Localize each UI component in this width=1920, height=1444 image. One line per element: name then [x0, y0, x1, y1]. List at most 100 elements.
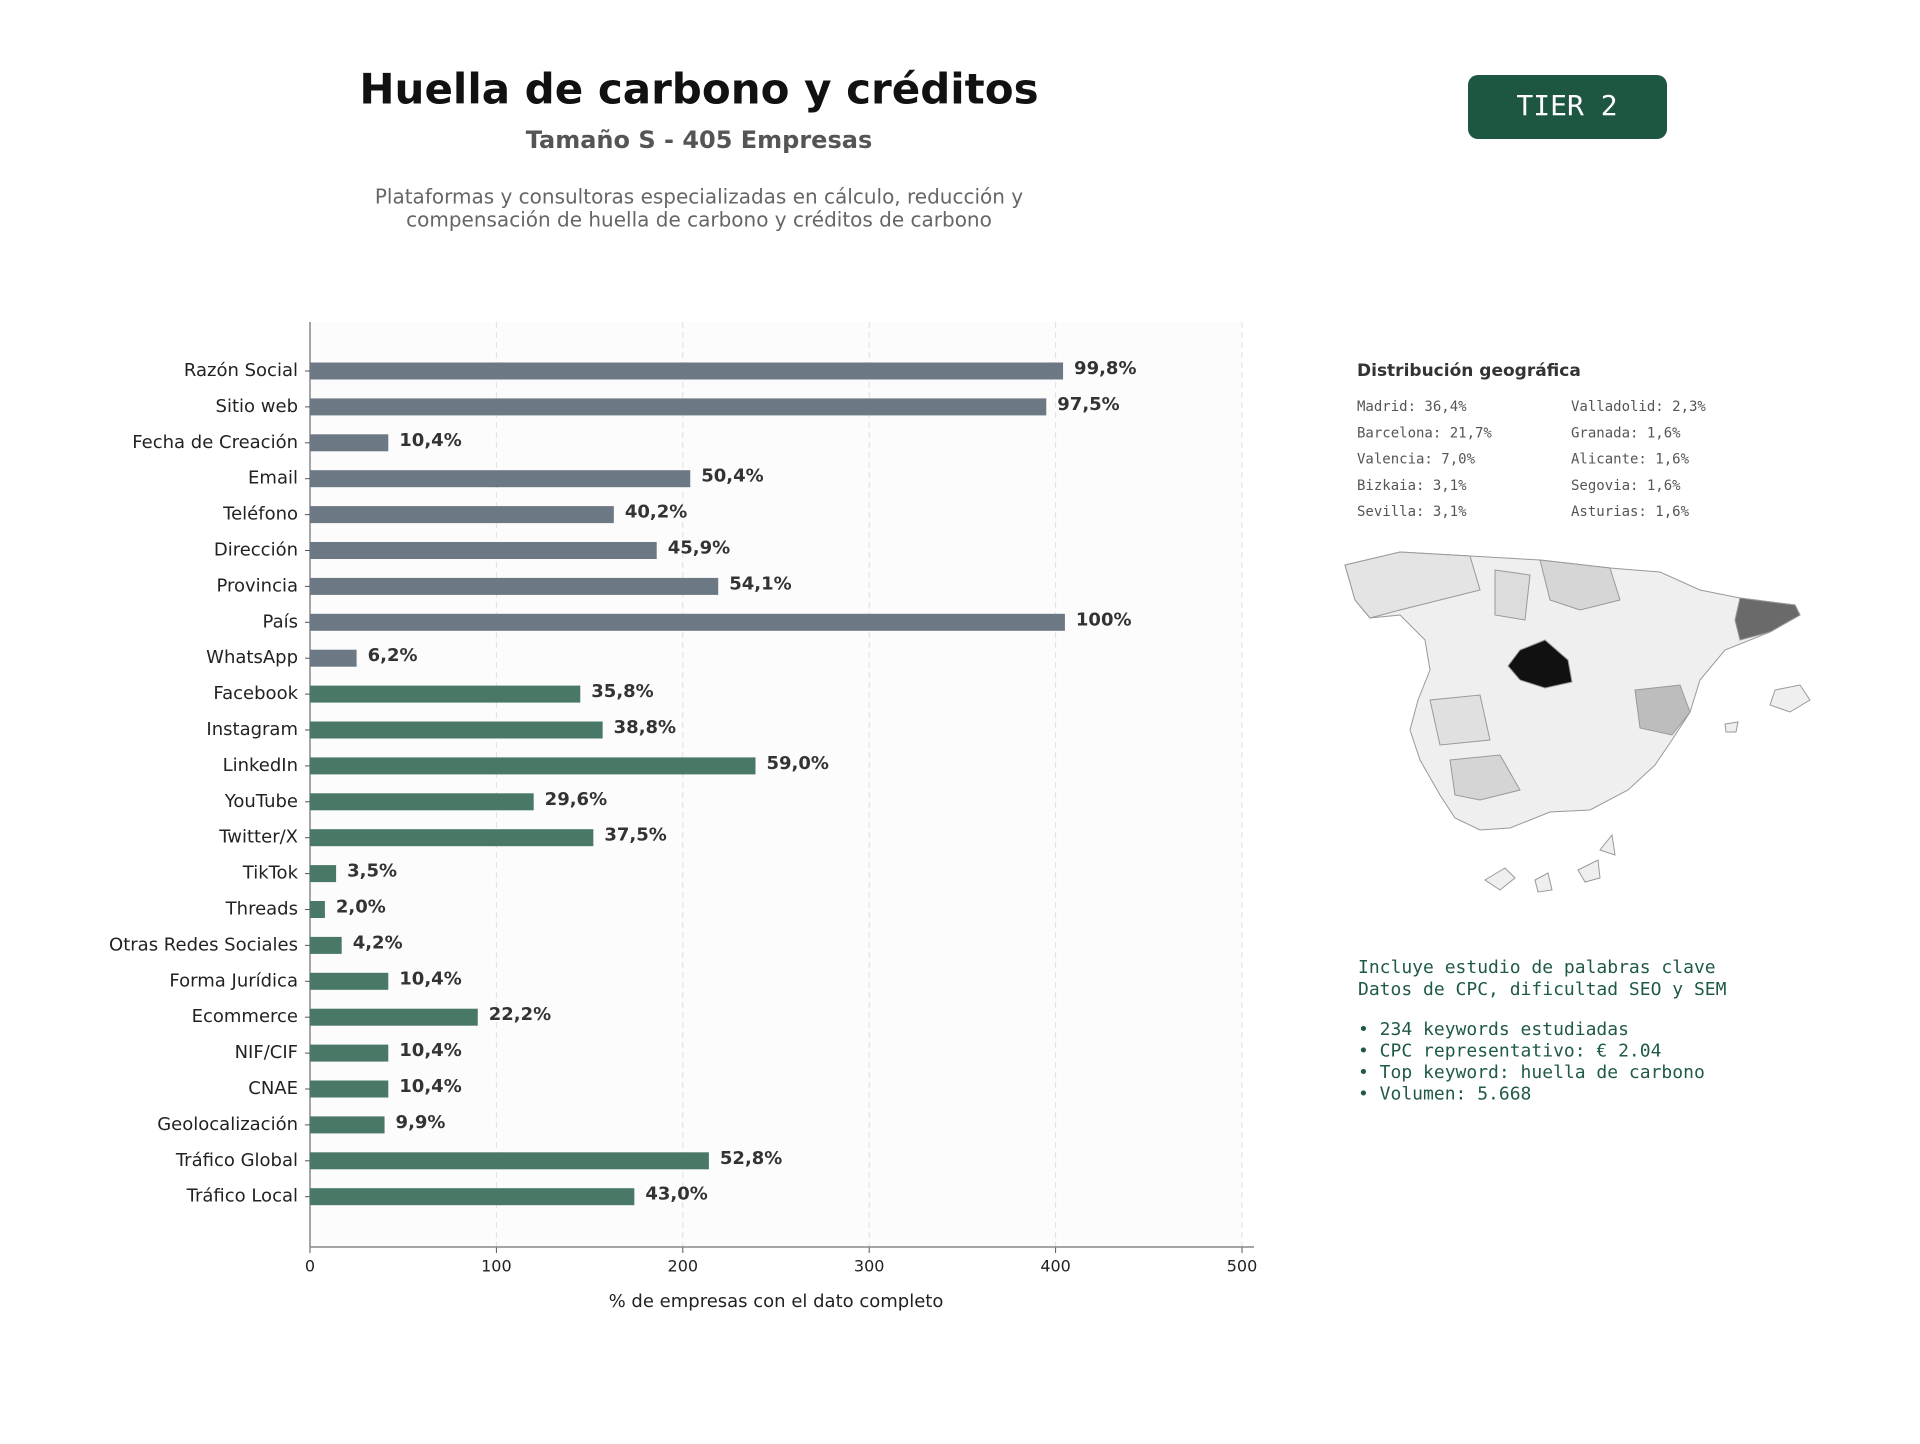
y-tick-label: Instagram [206, 719, 298, 740]
geo-item: Asturias: 1,6% [1571, 504, 1690, 520]
value-label: 10,4% [399, 1076, 461, 1097]
value-label: 9,9% [396, 1112, 446, 1133]
map-madrid [1507, 639, 1573, 689]
value-label: 54,1% [729, 573, 791, 594]
keyword-bullet: • Top keyword: huella de carbono [1358, 1062, 1705, 1083]
value-label: 59,0% [766, 753, 828, 774]
keyword-bullet: • CPC representativo: € 2.04 [1358, 1041, 1661, 1062]
geo-item: Sevilla: 3,1% [1357, 504, 1467, 520]
geo-item: Valencia: 7,0% [1357, 452, 1476, 468]
chart-title: Huella de carbono y créditos [359, 65, 1038, 114]
map-region [1449, 754, 1521, 801]
y-tick-label: Facebook [213, 683, 298, 704]
bar [310, 613, 1065, 631]
y-tick-label: TikTok [242, 863, 299, 884]
value-label: 52,8% [720, 1148, 782, 1169]
x-tick-label: 400 [1040, 1257, 1071, 1276]
value-label: 100% [1076, 609, 1132, 630]
bar [310, 829, 594, 847]
map-region [1494, 569, 1531, 621]
bar [310, 649, 357, 667]
bar [310, 1080, 389, 1098]
tier-badge-text: TIER 2 [1516, 89, 1617, 122]
bar [310, 1116, 385, 1134]
x-axis-label: % de empresas con el dato completo [609, 1291, 944, 1312]
description: Plataformas y consultoras especializadas… [375, 185, 1023, 209]
y-tick-label: YouTube [224, 791, 298, 812]
value-label: 50,4% [701, 466, 763, 487]
x-tick-label: 200 [668, 1257, 699, 1276]
map-valencia [1634, 684, 1691, 736]
y-tick-label: Forma Jurídica [169, 970, 298, 991]
bar [310, 1044, 389, 1062]
map-region [1429, 694, 1491, 746]
value-label: 99,8% [1074, 358, 1136, 379]
description: compensación de huella de carbono y créd… [406, 208, 992, 232]
y-tick-label: Dirección [214, 540, 298, 561]
bar [310, 434, 389, 452]
value-label: 4,2% [353, 932, 403, 953]
y-tick-label: Twitter/X [218, 827, 298, 848]
geo-list: Madrid: 36,4% Barcelona: 21,7% Valencia: 7… [1357, 399, 1706, 520]
y-tick-label: Razón Social [184, 360, 298, 381]
map-island [1769, 684, 1811, 713]
keyword-line: Incluye estudio de palabras clave [1358, 957, 1716, 978]
y-tick-label: Threads [225, 899, 298, 920]
bar [310, 1008, 478, 1026]
value-label: 97,5% [1057, 394, 1119, 415]
geo-item: Alicante: 1,6% [1571, 452, 1690, 468]
chart-subtitle: Tamaño S - 405 Empresas [526, 126, 872, 154]
bar [310, 901, 325, 918]
x-tick-label: 300 [854, 1257, 885, 1276]
geo-item: Valladolid: 2,3% [1571, 399, 1706, 415]
bar [310, 972, 389, 990]
geo-title: Distribución geográfica [1357, 361, 1581, 381]
geo-item: Granada: 1,6% [1571, 425, 1681, 441]
keyword-bullet: • Volumen: 5.668 [1358, 1084, 1531, 1105]
y-tick-label: País [263, 611, 298, 632]
bar [310, 1152, 709, 1170]
y-tick-label: LinkedIn [223, 755, 298, 776]
value-label: 40,2% [625, 502, 687, 523]
value-label: 45,9% [668, 538, 730, 559]
map-region [1539, 559, 1621, 611]
bar [310, 398, 1047, 416]
y-tick-label: Teléfono [222, 504, 298, 525]
geo-item: Segovia: 1,6% [1571, 478, 1681, 494]
bar [310, 757, 756, 775]
value-label: 10,4% [399, 430, 461, 451]
value-label: 37,5% [604, 825, 666, 846]
plot-area [310, 322, 1242, 1247]
bar [310, 542, 657, 559]
x-tick-label: 0 [305, 1257, 315, 1276]
value-label: 38,8% [614, 717, 676, 738]
keyword-bullet: • 234 keywords estudiadas [1358, 1019, 1629, 1040]
y-tick-label: Email [248, 468, 298, 489]
x-tick-label: 100 [481, 1257, 512, 1276]
bar [310, 685, 581, 703]
keyword-line: Datos de CPC, dificultad SEO y SEM [1358, 979, 1727, 1000]
y-tick-label: Tráfico Local [186, 1186, 298, 1207]
map-island [1724, 721, 1739, 733]
y-tick-label: NIF/CIF [235, 1042, 298, 1063]
map-canarias [1484, 833, 1616, 893]
bar-chart: 0 100 200 300 400 500 99,8% Razón Social 97,5% Si… [109, 322, 1257, 1276]
value-label: 10,4% [399, 968, 461, 989]
bar [310, 506, 614, 524]
bar [310, 362, 1064, 380]
value-label: 6,2% [368, 645, 418, 666]
bar [310, 936, 342, 954]
geo-item: Barcelona: 21,7% [1357, 425, 1492, 441]
bar [310, 470, 691, 488]
value-label: 3,5% [347, 861, 397, 882]
bar [310, 865, 337, 883]
value-label: 43,0% [645, 1184, 707, 1205]
x-tick-label: 500 [1227, 1257, 1258, 1276]
map-region [1344, 551, 1481, 619]
y-tick-label: Sitio web [216, 396, 298, 417]
y-tick-label: Provincia [216, 575, 298, 596]
value-label: 22,2% [489, 1004, 551, 1025]
y-tick-label: Otras Redes Sociales [109, 934, 298, 955]
